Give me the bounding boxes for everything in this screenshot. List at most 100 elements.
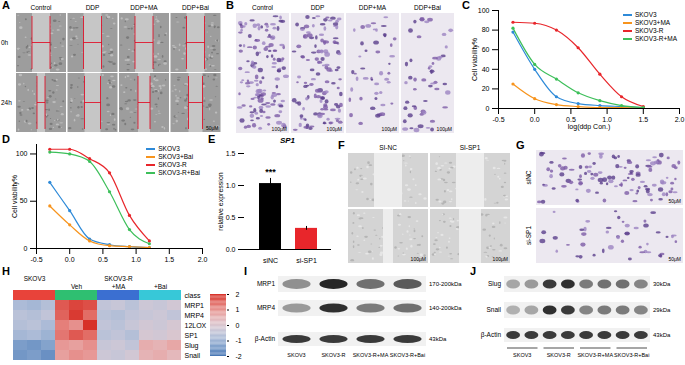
- svg-text:43kDa: 43kDa: [653, 332, 671, 338]
- svg-text:2: 2: [236, 291, 240, 298]
- svg-text:Control: Control: [31, 4, 53, 11]
- svg-text:siNC: siNC: [525, 170, 532, 184]
- svg-text:DDP+Bai: DDP+Bai: [182, 4, 209, 11]
- svg-text:0: 0: [236, 322, 240, 329]
- svg-text:MRP1: MRP1: [185, 302, 205, 309]
- svg-text:log(ddp Con.): log(ddp Con.): [568, 123, 610, 131]
- svg-text:DDP+MA: DDP+MA: [359, 4, 387, 11]
- svg-text:DDP: DDP: [86, 4, 100, 11]
- svg-text:Control: Control: [252, 4, 274, 11]
- svg-text:SI-NC: SI-NC: [379, 144, 397, 151]
- svg-text:50μM: 50μM: [668, 198, 681, 204]
- svg-text:100: 100: [478, 7, 490, 14]
- svg-text:1.0: 1.0: [602, 116, 612, 124]
- svg-text:20: 20: [482, 85, 490, 92]
- svg-text:SKOV3-R: SKOV3-R: [321, 352, 345, 358]
- svg-text:100μM: 100μM: [411, 256, 426, 262]
- svg-text:-0.5: -0.5: [30, 256, 42, 263]
- svg-text:MRP4: MRP4: [185, 312, 205, 319]
- svg-text:class: class: [185, 292, 201, 299]
- html-text:SP1: SP1: [279, 136, 296, 145]
- svg-text:29kDa: 29kDa: [653, 307, 671, 313]
- svg-text:DDP+MA: DDP+MA: [130, 4, 158, 11]
- svg-text:43kDa: 43kDa: [429, 336, 447, 342]
- svg-text:SKOV3-R: SKOV3-R: [547, 352, 571, 358]
- svg-text:+Bai: +Bai: [154, 283, 167, 290]
- svg-text:SKOV3-R+MA: SKOV3-R+MA: [353, 352, 389, 358]
- html-text:D: D: [2, 133, 10, 145]
- svg-text:100μM: 100μM: [382, 126, 397, 132]
- svg-text:1.0: 1.0: [226, 182, 236, 189]
- svg-text:-0.5: -0.5: [492, 116, 504, 123]
- svg-text:0: 0: [486, 105, 490, 112]
- svg-text:MRP1: MRP1: [257, 280, 275, 287]
- html-text:B: B: [226, 0, 234, 11]
- svg-text:Cell viability%: Cell viability%: [471, 38, 479, 81]
- html-text:A: A: [2, 0, 10, 11]
- svg-text:siNC: siNC: [263, 257, 278, 264]
- svg-text:SP1: SP1: [185, 332, 198, 339]
- svg-text:50: 50: [20, 197, 28, 204]
- svg-text:SKOV3: SKOV3: [287, 352, 305, 358]
- svg-text:0.0: 0.0: [65, 256, 75, 263]
- svg-text:Veh: Veh: [71, 283, 83, 290]
- svg-text:SKOV3-R: SKOV3-R: [104, 275, 133, 282]
- svg-text:DDP: DDP: [311, 4, 325, 11]
- svg-text:1.5: 1.5: [226, 150, 236, 157]
- svg-text:2.0: 2.0: [198, 256, 208, 263]
- svg-text:β-Actin: β-Actin: [255, 335, 276, 343]
- svg-text:60: 60: [482, 46, 490, 53]
- svg-text:SKOV3-R+MA: SKOV3-R+MA: [577, 352, 613, 358]
- svg-text:SKOV3: SKOV3: [513, 352, 531, 358]
- svg-text:***: ***: [265, 167, 276, 177]
- svg-text:Slug: Slug: [185, 342, 199, 350]
- svg-text:50μM: 50μM: [206, 125, 219, 131]
- svg-text:si-SP1: si-SP1: [296, 257, 317, 264]
- svg-text:-1: -1: [236, 337, 242, 344]
- svg-text:0.5: 0.5: [566, 116, 576, 124]
- svg-text:0: 0: [24, 245, 28, 252]
- svg-text:Cell viability%: Cell viability%: [11, 175, 19, 218]
- svg-text:SKOV3-R+Bai: SKOV3-R+Bai: [614, 352, 649, 358]
- svg-text:100: 100: [16, 150, 28, 157]
- svg-text:100μM: 100μM: [272, 126, 287, 132]
- svg-text:30kDa: 30kDa: [653, 281, 671, 287]
- svg-text:+MA: +MA: [112, 283, 126, 290]
- svg-text:0.0: 0.0: [530, 116, 540, 123]
- svg-text:1.5: 1.5: [638, 116, 648, 123]
- svg-text:si-SP1: si-SP1: [525, 226, 532, 246]
- svg-text:1: 1: [236, 306, 240, 313]
- svg-text:100μM: 100μM: [437, 126, 452, 132]
- svg-text:SI-SP1: SI-SP1: [460, 144, 481, 151]
- html-text:C: C: [462, 0, 470, 11]
- svg-text:80: 80: [482, 26, 490, 33]
- svg-text:β-Actin: β-Actin: [481, 331, 502, 339]
- svg-text:Snail: Snail: [185, 352, 201, 359]
- html-text:E: E: [208, 133, 216, 145]
- svg-text:24h: 24h: [1, 99, 12, 106]
- svg-text:Snail: Snail: [487, 306, 502, 313]
- svg-text:1.5: 1.5: [164, 256, 174, 263]
- svg-text:0.5: 0.5: [98, 256, 108, 263]
- svg-text:140-200kDa: 140-200kDa: [429, 305, 462, 311]
- svg-text:DDP+Bai: DDP+Bai: [414, 4, 441, 11]
- svg-text:0h: 0h: [1, 39, 9, 46]
- svg-text:100μM: 100μM: [493, 256, 508, 262]
- svg-text:100μM: 100μM: [327, 126, 342, 132]
- svg-text:40: 40: [482, 66, 490, 73]
- svg-text:0.0: 0.0: [226, 246, 236, 253]
- html-text:H: H: [2, 265, 10, 277]
- svg-text:12LOX: 12LOX: [185, 322, 207, 329]
- svg-text:50μM: 50μM: [668, 256, 681, 262]
- svg-text:0.5: 0.5: [226, 214, 236, 221]
- svg-text:2.0: 2.0: [675, 116, 685, 123]
- svg-text:170-200kDa: 170-200kDa: [429, 281, 462, 287]
- html-text:G: G: [516, 139, 525, 151]
- svg-text:SKOV3: SKOV3: [24, 275, 46, 282]
- svg-text:SKOV3-R+Bai: SKOV3-R+Bai: [390, 352, 425, 358]
- svg-text:-2: -2: [236, 353, 242, 360]
- svg-text:relative expression: relative expression: [217, 172, 225, 230]
- svg-text:Slug: Slug: [488, 280, 501, 288]
- svg-text:MRP4: MRP4: [257, 304, 275, 311]
- svg-text:1.0: 1.0: [131, 256, 141, 263]
